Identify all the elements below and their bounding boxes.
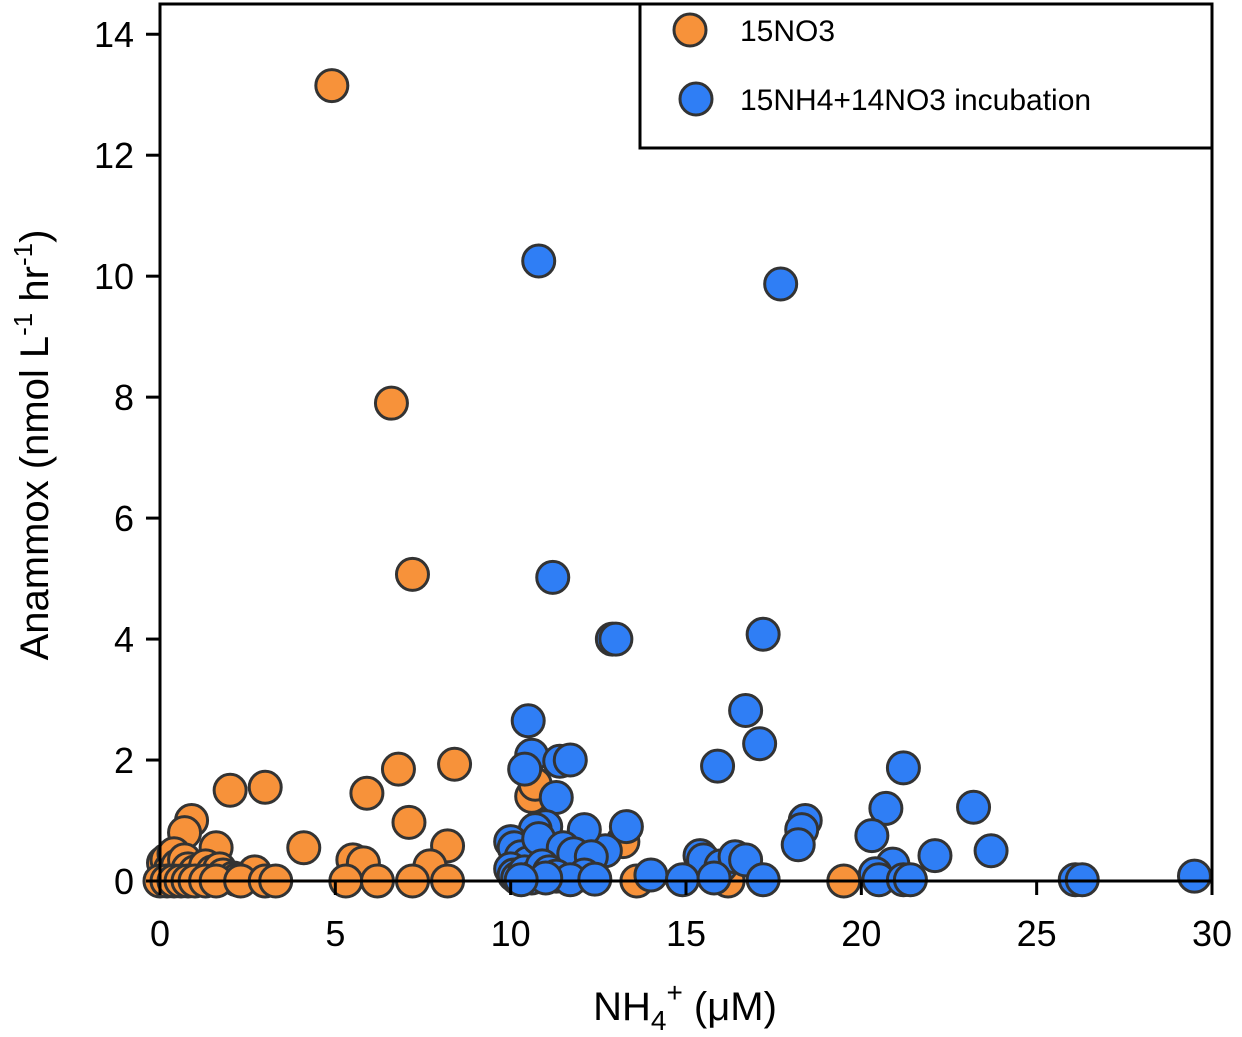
point-s0-13 [286,830,322,866]
x-tick-label-30: 30 [1192,913,1232,954]
legend: 15NO3 15NH4+14NO3 incubation [638,2,1214,150]
point-s1-2 [535,559,571,595]
point-s1-1 [763,266,799,302]
legend-marker-15nh4 [678,81,714,117]
point-s1-12 [552,742,588,778]
legend-marker-15no3 [672,12,708,48]
point-s1-63 [1176,858,1212,894]
legend-label-15nh4: 15NH4+14NO3 incubation [740,84,1091,117]
point-s0-4 [247,769,283,805]
point-s1-21 [854,818,890,854]
point-s1-5 [745,616,781,652]
x-tick-label-20: 20 [841,913,881,954]
point-s1-67 [577,861,613,897]
point-s0-3 [212,772,248,808]
legend-label-15no3: 15NO3 [740,15,835,48]
y-axis: 0 2 4 6 8 10 12 14 [94,14,160,902]
data-points [142,68,1212,899]
point-s1-54 [633,857,669,893]
x-axis-label-sub: 4 [651,1005,667,1036]
y-tick-label-10: 10 [94,256,134,297]
point-s0-0 [314,68,350,104]
point-s0-2 [394,556,430,592]
point-s1-7 [742,726,778,762]
point-s0-14 [391,804,427,840]
x-axis-label: NH4+ (μM) [593,977,777,1036]
legend-box [638,2,1214,150]
x-axis-label-base: NH [593,985,651,1029]
y-tick-label-6: 6 [114,498,134,539]
x-tick-label-0: 0 [150,913,170,954]
y-tick-label-8: 8 [114,377,134,418]
y-tick-label-2: 2 [114,740,134,781]
point-s1-0 [521,243,557,279]
point-s1-17 [956,789,992,825]
point-s1-20 [780,827,816,863]
x-tick-label-25: 25 [1017,913,1057,954]
point-s0-5 [349,775,385,811]
point-s0-1 [373,385,409,421]
y-axis-label-mid: hr [13,266,57,313]
y-axis-label-sup1: -1 [8,313,38,336]
y-axis-label-prefix: Anammox (nmol L [13,336,57,661]
x-axis: 0 5 10 15 20 25 30 [150,881,1232,954]
series-0 [142,68,862,899]
point-s1-16 [868,790,904,826]
point-s1-24 [608,809,644,845]
y-tick-label-4: 4 [114,619,134,660]
point-s0-7 [437,746,473,782]
y-axis-label-sup2: -1 [8,243,38,266]
point-s1-8 [510,703,546,739]
point-s1-56 [696,860,732,896]
x-tick-label-15: 15 [666,913,706,954]
x-axis-label-sup: + [666,977,682,1008]
x-tick-label-5: 5 [325,913,345,954]
y-axis-label-suffix: ) [13,230,57,243]
point-s1-6 [728,692,764,728]
point-s1-13 [700,748,736,784]
series-1 [493,243,1212,898]
point-s1-4 [598,621,634,657]
point-s0-6 [380,751,416,787]
y-axis-label: Anammox (nmol L-1 hr-1) [8,230,57,661]
point-s1-15 [538,780,574,816]
point-s1-10 [507,751,543,787]
point-s1-14 [885,750,921,786]
point-s1-22 [973,833,1009,869]
y-tick-label-12: 12 [94,135,134,176]
point-s1-23 [917,838,953,874]
y-tick-label-14: 14 [94,14,134,55]
x-axis-label-unit: (μM) [683,985,777,1029]
y-tick-label-0: 0 [114,861,134,902]
x-tick-label-10: 10 [491,913,531,954]
